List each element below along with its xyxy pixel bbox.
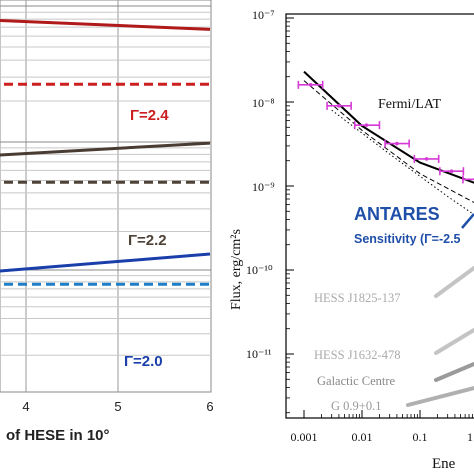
left-label-gamma-22: Γ=2.2	[128, 232, 167, 249]
right-y-tick-1e-7: 10⁻⁷	[252, 8, 275, 22]
left-x-tick-5: 5	[114, 399, 121, 414]
source-curve-3	[406, 386, 474, 407]
right-source-curves	[406, 213, 474, 407]
right-x-tick-0.01: 0.01	[352, 430, 373, 444]
right-curve-dashed	[303, 80, 474, 204]
antares-label: ANTARES	[354, 204, 440, 224]
left-series	[0, 18, 211, 286]
source-curve-0	[434, 266, 474, 298]
source-label-hess-j1632: HESS J1632-478	[314, 348, 400, 362]
left-panel: Γ=2.4 Γ=2.2 Γ=2.0 4 5 6 of HESE in 10°	[0, 0, 214, 444]
right-y-tick-1e-9: 10⁻⁹	[252, 180, 275, 194]
source-curve-2	[434, 362, 474, 382]
left-grid	[0, 0, 211, 393]
sensitivity-label: Sensitivity (Γ=-2.5	[354, 232, 461, 246]
source-label-hess-j1825: HESS J1825-137	[314, 291, 400, 305]
right-axis-ticks	[286, 17, 473, 418]
right-y-tick-1e-11: 10⁻¹¹	[246, 347, 272, 361]
fermi-point	[364, 123, 369, 127]
right-x-tick-0.001: 0.001	[291, 430, 318, 444]
fermi-point	[308, 83, 313, 87]
right-x-tick-1: 1	[467, 430, 473, 444]
right-y-tick-1e-8: 10⁻⁸	[252, 96, 275, 110]
right-x-tick-0.1: 0.1	[413, 430, 428, 444]
right-panel: 10⁻⁷ 10⁻⁸ 10⁻⁹ 10⁻¹⁰ 10⁻¹¹ Flux, erg/cm²…	[229, 8, 474, 472]
left-x-tick-4: 4	[22, 399, 29, 414]
left-plot-frame	[0, 0, 212, 393]
left-series-line-2	[0, 141, 211, 157]
source-label-galactic-centre: Galactic Centre	[317, 374, 396, 388]
source-label-g09: G 0.9+0.1	[331, 399, 381, 413]
right-y-axis-label: Flux, erg/cm²s	[229, 229, 244, 310]
fermi-point	[424, 157, 429, 161]
fermi-lat-label: Fermi/LAT	[378, 97, 441, 112]
source-curve-1	[434, 328, 474, 355]
fermi-point	[337, 104, 341, 108]
right-x-axis-label: Ene	[432, 456, 456, 472]
left-label-gamma-24: Γ=2.4	[130, 107, 169, 124]
right-fermi-points	[297, 80, 474, 184]
left-label-gamma-20: Γ=2.0	[124, 353, 163, 370]
left-x-axis-label: of HESE in 10°	[6, 427, 110, 444]
fermi-point	[395, 141, 399, 146]
right-curve-dotted	[331, 109, 474, 216]
left-series-line-4	[0, 252, 211, 273]
left-series-line-0	[0, 18, 211, 31]
antares-arrow	[461, 213, 474, 229]
left-x-tick-6: 6	[206, 399, 213, 414]
right-y-tick-1e-10: 10⁻¹⁰	[246, 263, 273, 277]
fermi-point	[449, 169, 454, 174]
